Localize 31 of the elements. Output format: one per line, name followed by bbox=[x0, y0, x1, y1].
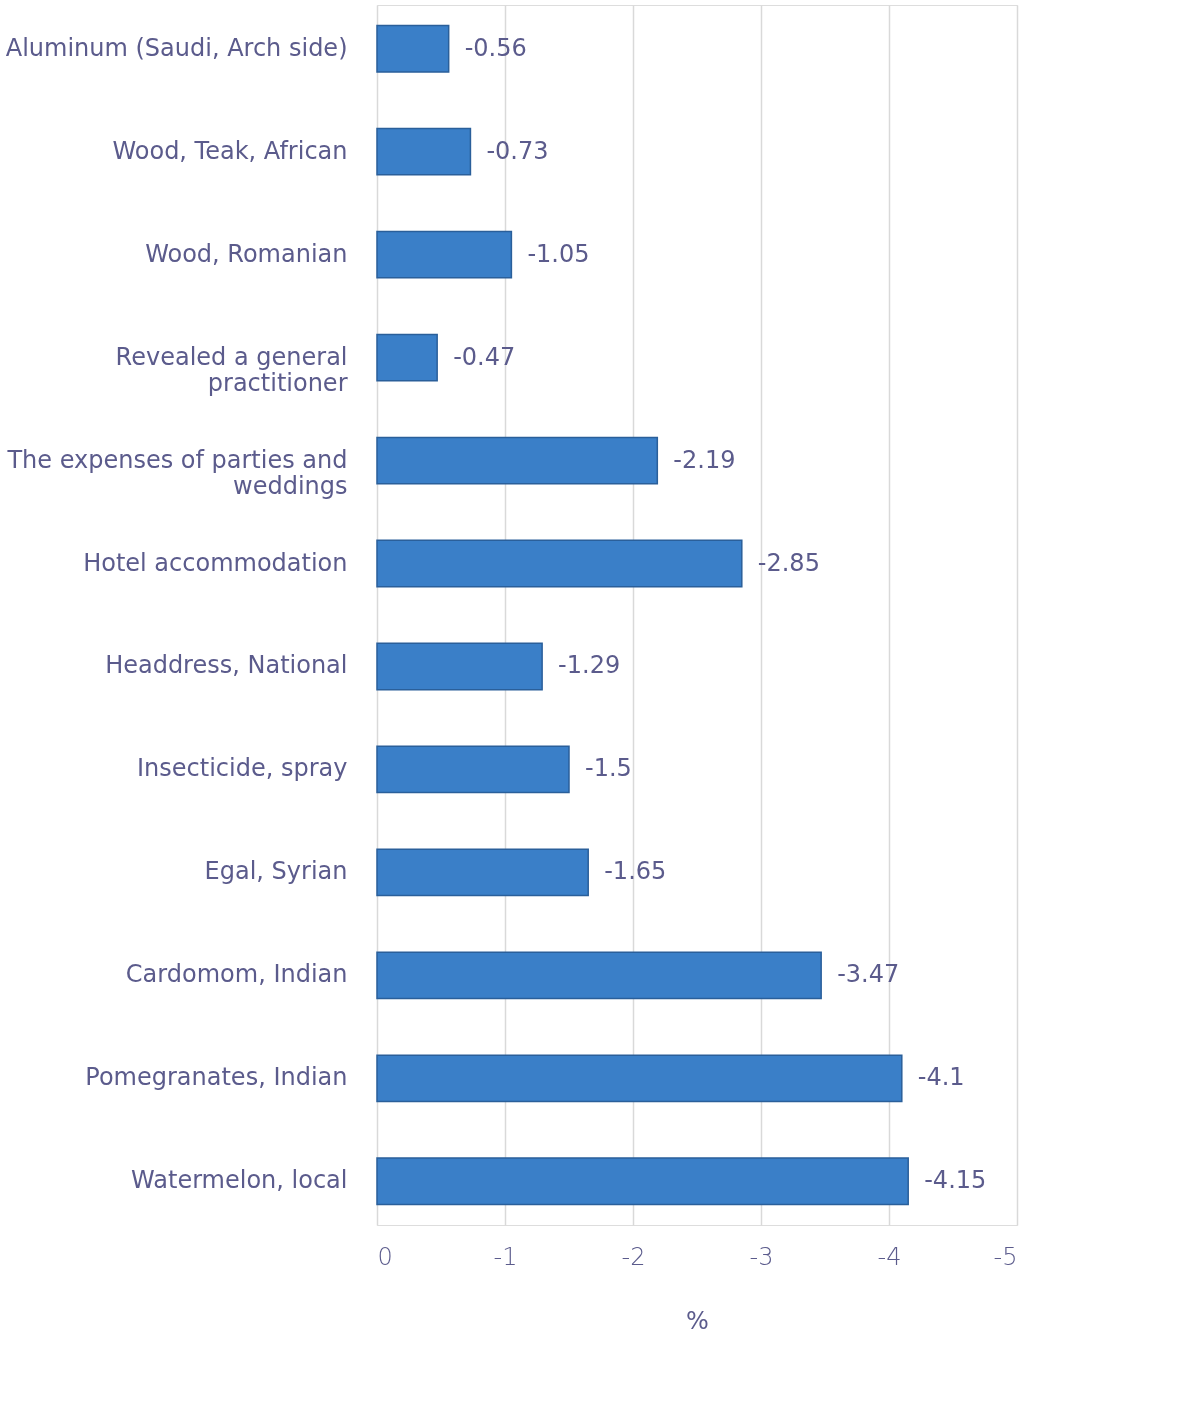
y-tick-label: The expenses of parties and weddings bbox=[6, 445, 348, 500]
y-tick-label: Egal, Syrian bbox=[204, 857, 348, 886]
data-label: -2.85 bbox=[757, 548, 820, 577]
y-tick-label: Aluminum (Saudi, Arch side) bbox=[5, 33, 348, 62]
data-label: -1.65 bbox=[604, 857, 667, 886]
y-tick-label: Headdress, National bbox=[105, 651, 348, 680]
data-label: -1.29 bbox=[558, 651, 621, 680]
y-tick-label: Pomegranates, Indian bbox=[85, 1063, 348, 1092]
data-label: -0.56 bbox=[464, 33, 527, 62]
y-tick-label: Insecticide, spray bbox=[137, 754, 348, 783]
y-tick-label: Cardomom, Indian bbox=[125, 960, 348, 989]
y-tick-label: Wood, Teak, African bbox=[112, 136, 348, 165]
data-label: -0.73 bbox=[486, 136, 549, 165]
x-tick-label: -3 bbox=[749, 1242, 774, 1271]
x-tick-label: 0 bbox=[377, 1242, 393, 1271]
x-tick-label: -5 bbox=[993, 1242, 1018, 1271]
y-tick-label: Watermelon, local bbox=[131, 1166, 348, 1195]
x-tick-label: -1 bbox=[493, 1242, 518, 1271]
data-label: -1.5 bbox=[585, 754, 632, 783]
y-tick-label: Wood, Romanian bbox=[145, 239, 348, 268]
data-label: -0.47 bbox=[453, 342, 516, 371]
y-tick-label: Revealed a general practitioner bbox=[115, 342, 348, 397]
x-tick-label: -4 bbox=[877, 1242, 902, 1271]
y-tick-label: Hotel accommodation bbox=[83, 548, 348, 577]
data-label: -3.47 bbox=[837, 960, 900, 989]
data-label: -4.1 bbox=[917, 1063, 965, 1092]
x-tick-label: -2 bbox=[621, 1242, 646, 1271]
data-label: -1.05 bbox=[527, 239, 590, 268]
data-label: -4.15 bbox=[924, 1166, 987, 1195]
data-label: -2.19 bbox=[673, 445, 736, 474]
x-axis-title: % bbox=[686, 1306, 709, 1335]
